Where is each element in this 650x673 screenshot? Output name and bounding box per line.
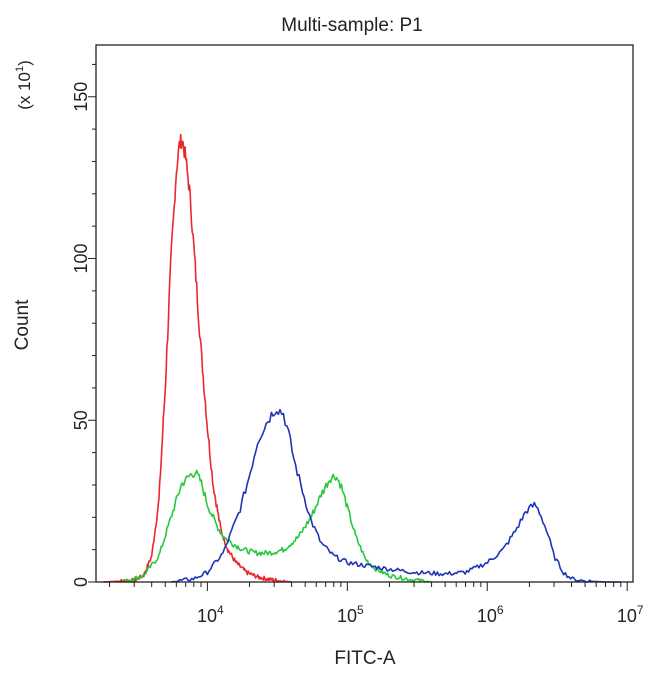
y-tick-label: 50	[71, 410, 91, 430]
x-tick-label: 104	[197, 603, 224, 626]
x-tick-label: 106	[477, 603, 504, 626]
plot-marks: 0 50 100 150 104 105 106 107	[71, 63, 644, 626]
plot-frame	[95, 44, 634, 583]
y-axis-label: Count	[12, 299, 33, 350]
y-multiplier-exponent: 1	[14, 66, 26, 72]
x-axis-label: FITC-A	[334, 648, 396, 669]
series-line-2	[122, 469, 432, 583]
chart-title: Multi-sample: P1	[281, 15, 423, 36]
svg-text:(x 101): (x 101)	[14, 60, 34, 110]
x-tick-label: 107	[617, 603, 644, 626]
y-multiplier-label: (x 101)	[14, 60, 34, 110]
y-tick-label: 100	[71, 243, 91, 273]
series-line-1	[103, 133, 292, 583]
y-tick-label: 150	[71, 82, 91, 112]
y-tick-label: 0	[71, 577, 91, 587]
x-tick-label: 105	[337, 603, 364, 626]
series-line-3	[170, 408, 621, 583]
